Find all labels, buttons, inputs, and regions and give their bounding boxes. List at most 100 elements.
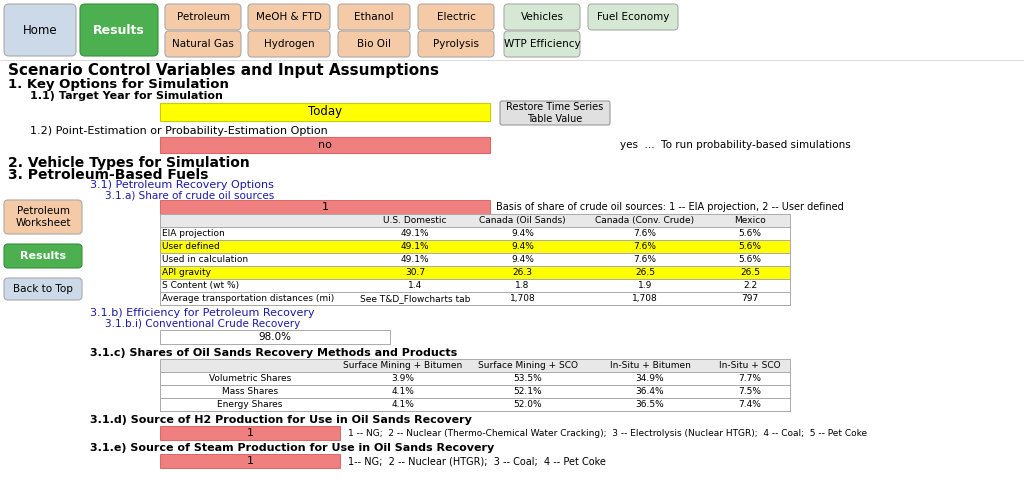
Text: 3.1.e) Source of Steam Production for Use in Oil Sands Recovery: 3.1.e) Source of Steam Production for Us… (90, 443, 495, 453)
Text: 26.5: 26.5 (635, 268, 655, 277)
Bar (160, 385, 790, 398)
Text: Volumetric Shares: Volumetric Shares (209, 374, 291, 383)
Text: 52.1%: 52.1% (513, 387, 542, 396)
Text: 1,708: 1,708 (632, 294, 657, 303)
Text: 9.4%: 9.4% (511, 255, 534, 264)
Text: Pyrolysis: Pyrolysis (433, 39, 479, 49)
Text: 49.1%: 49.1% (400, 229, 429, 238)
Text: 1,708: 1,708 (510, 294, 536, 303)
FancyBboxPatch shape (338, 31, 410, 57)
Text: Fuel Economy: Fuel Economy (597, 12, 670, 22)
Text: U.S. Domestic: U.S. Domestic (383, 216, 446, 225)
Bar (160, 200, 490, 214)
Text: 3.1.d) Source of H2 Production for Use in Oil Sands Recovery: 3.1.d) Source of H2 Production for Use i… (90, 415, 472, 425)
Text: Natural Gas: Natural Gas (172, 39, 233, 49)
Text: 7.6%: 7.6% (634, 255, 656, 264)
Text: 49.1%: 49.1% (400, 255, 429, 264)
Text: Basis of share of crude oil sources: 1 -- EIA projection, 2 -- User defined: Basis of share of crude oil sources: 1 -… (496, 202, 844, 212)
Text: 4.1%: 4.1% (391, 387, 414, 396)
Text: Mass Shares: Mass Shares (222, 387, 279, 396)
Text: Results: Results (19, 251, 67, 261)
Text: 36.4%: 36.4% (636, 387, 665, 396)
Text: In-Situ + SCO: In-Situ + SCO (719, 361, 781, 370)
Bar (160, 214, 790, 227)
Text: 7.5%: 7.5% (738, 387, 762, 396)
Text: 53.5%: 53.5% (513, 374, 542, 383)
Text: 3.1.b.i) Conventional Crude Recovery: 3.1.b.i) Conventional Crude Recovery (105, 319, 300, 329)
Text: 5.6%: 5.6% (738, 229, 762, 238)
Text: 1.2) Point-Estimation or Probability-Estimation Option: 1.2) Point-Estimation or Probability-Est… (30, 126, 328, 136)
FancyBboxPatch shape (4, 244, 82, 268)
Text: 2. Vehicle Types for Simulation: 2. Vehicle Types for Simulation (8, 156, 250, 170)
Text: API gravity: API gravity (162, 268, 211, 277)
Text: 1.1) Target Year for Simulation: 1.1) Target Year for Simulation (30, 91, 223, 101)
Text: Hydrogen: Hydrogen (264, 39, 314, 49)
Bar (160, 227, 790, 240)
Text: 52.0%: 52.0% (513, 400, 542, 409)
Text: 30.7: 30.7 (404, 268, 425, 277)
FancyBboxPatch shape (500, 101, 610, 125)
Bar (160, 292, 790, 305)
Text: 9.4%: 9.4% (511, 229, 534, 238)
Text: 1.8: 1.8 (515, 281, 529, 290)
Text: Energy Shares: Energy Shares (217, 400, 283, 409)
Text: 7.6%: 7.6% (634, 242, 656, 251)
Text: Average transportation distances (mi): Average transportation distances (mi) (162, 294, 334, 303)
Text: Today: Today (308, 105, 342, 118)
FancyBboxPatch shape (248, 4, 330, 30)
Text: Surface Mining + SCO: Surface Mining + SCO (477, 361, 578, 370)
Text: 49.1%: 49.1% (400, 242, 429, 251)
Text: Ethanol: Ethanol (354, 12, 394, 22)
Text: no: no (318, 140, 332, 150)
Bar (160, 137, 490, 153)
Text: 7.7%: 7.7% (738, 374, 762, 383)
Bar (160, 359, 790, 372)
FancyBboxPatch shape (4, 278, 82, 300)
Text: 5.6%: 5.6% (738, 242, 762, 251)
Bar (160, 266, 790, 279)
Text: 3.1.b) Efficiency for Petroleum Recovery: 3.1.b) Efficiency for Petroleum Recovery (90, 308, 314, 318)
FancyBboxPatch shape (504, 31, 580, 57)
Text: 5.6%: 5.6% (738, 255, 762, 264)
FancyBboxPatch shape (4, 4, 76, 56)
Text: Mexico: Mexico (734, 216, 766, 225)
Bar (160, 103, 490, 121)
FancyBboxPatch shape (165, 4, 241, 30)
Text: 34.9%: 34.9% (636, 374, 665, 383)
FancyBboxPatch shape (248, 31, 330, 57)
Text: WTP Efficiency: WTP Efficiency (504, 39, 581, 49)
Text: See T&D_Flowcharts tab: See T&D_Flowcharts tab (359, 294, 470, 303)
Text: Restore Time Series
Table Value: Restore Time Series Table Value (507, 102, 603, 124)
Text: Petroleum: Petroleum (176, 12, 229, 22)
Text: 26.5: 26.5 (740, 268, 760, 277)
Text: Vehicles: Vehicles (520, 12, 563, 22)
Bar (160, 240, 790, 253)
Text: 1: 1 (322, 202, 329, 212)
Text: 9.4%: 9.4% (511, 242, 534, 251)
Text: yes  ...  To run probability-based simulations: yes ... To run probability-based simulat… (620, 140, 851, 150)
Text: User defined: User defined (162, 242, 220, 251)
Text: 7.6%: 7.6% (634, 229, 656, 238)
Text: Used in calculation: Used in calculation (162, 255, 248, 264)
Text: 4.1%: 4.1% (391, 400, 414, 409)
Text: 98.0%: 98.0% (258, 332, 292, 342)
FancyBboxPatch shape (588, 4, 678, 30)
Text: 1. Key Options for Simulation: 1. Key Options for Simulation (8, 78, 229, 91)
FancyBboxPatch shape (504, 4, 580, 30)
Text: In-Situ + Bitumen: In-Situ + Bitumen (609, 361, 690, 370)
Text: Home: Home (23, 24, 57, 36)
Text: 797: 797 (741, 294, 759, 303)
Text: 3.1) Petroleum Recovery Options: 3.1) Petroleum Recovery Options (90, 180, 273, 190)
Text: MeOH & FTD: MeOH & FTD (256, 12, 322, 22)
Text: Bio Oil: Bio Oil (357, 39, 391, 49)
Bar (160, 426, 340, 440)
Text: Scenario Control Variables and Input Assumptions: Scenario Control Variables and Input Ass… (8, 63, 439, 78)
Text: Results: Results (93, 24, 144, 36)
FancyBboxPatch shape (80, 4, 158, 56)
Text: Petroleum
Worksheet: Petroleum Worksheet (15, 206, 71, 228)
Text: 7.4%: 7.4% (738, 400, 762, 409)
Bar (160, 253, 790, 266)
Bar (160, 398, 790, 411)
Text: 1.9: 1.9 (638, 281, 652, 290)
FancyBboxPatch shape (338, 4, 410, 30)
